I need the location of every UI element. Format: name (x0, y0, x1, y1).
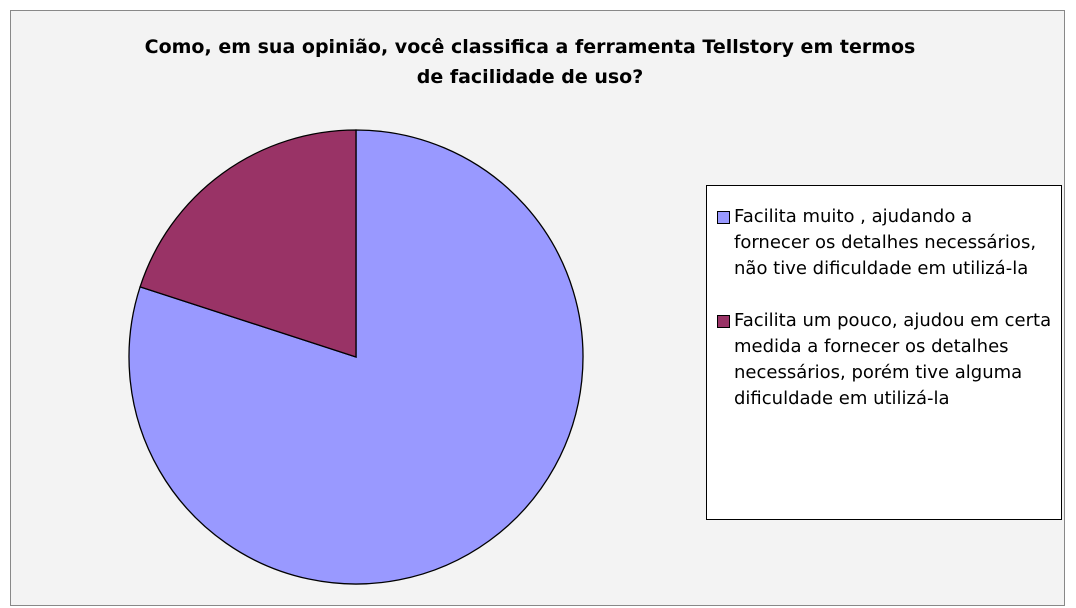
legend-swatch (717, 211, 730, 224)
legend-swatch (717, 315, 730, 328)
legend-item: Facilita muito , ajudando a fornecer os … (717, 204, 1053, 282)
pie-slice (139, 129, 357, 358)
legend-label: Facilita muito , ajudando a fornecer os … (734, 206, 1037, 279)
legend: Facilita muito , ajudando a fornecer os … (706, 185, 1062, 520)
legend-item: Facilita um pouco, ajudou em certa medid… (717, 308, 1053, 412)
chart-title: Como, em sua opinião, você classifica a … (144, 36, 916, 88)
legend-label: Facilita um pouco, ajudou em certa medid… (734, 310, 1052, 409)
